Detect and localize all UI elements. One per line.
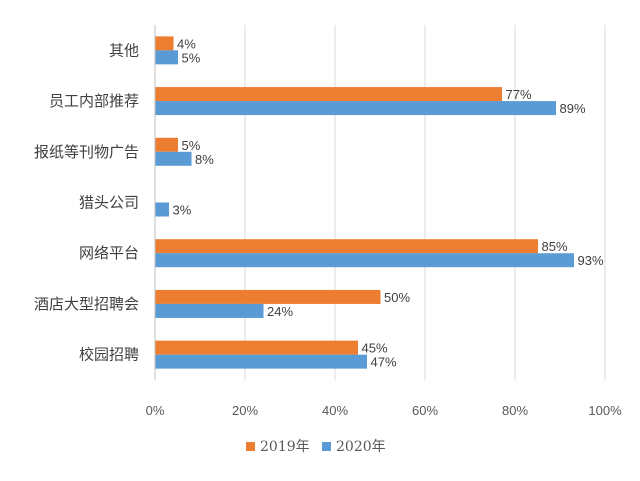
bar-2019年-员工内部推荐: [155, 87, 502, 102]
category-label: 其他: [109, 41, 139, 59]
category-label: 酒店大型招聘会: [34, 295, 139, 313]
data-label: 47%: [371, 355, 397, 370]
x-tick-label: 20%: [232, 403, 258, 418]
bar-2019年-酒店大型招聘会: [155, 289, 381, 304]
category-label: 猎头公司: [79, 194, 139, 212]
bar-2020年-猎头公司: [155, 202, 169, 217]
bar-2020年-员工内部推荐: [155, 101, 556, 116]
data-label: 45%: [362, 341, 388, 356]
data-label: 5%: [182, 50, 201, 65]
data-label: 8%: [195, 152, 214, 167]
data-label: 50%: [384, 290, 410, 305]
legend-label: 2020年: [336, 439, 386, 455]
x-tick-label: 80%: [502, 403, 528, 418]
x-tick-label: 0%: [146, 403, 165, 418]
data-label: 4%: [177, 36, 196, 51]
data-label: 24%: [267, 304, 293, 319]
x-tick-label: 60%: [412, 403, 438, 418]
category-label: 员工内部推荐: [49, 92, 139, 110]
x-tick-label: 100%: [588, 403, 622, 418]
bar-2020年-其他: [155, 50, 178, 65]
category-label: 网络平台: [79, 244, 139, 262]
legend-swatch-2019年: [246, 442, 255, 451]
bar-2020年-报纸等刊物广告: [155, 151, 192, 166]
bar-2020年-网络平台: [155, 253, 574, 268]
legend-swatch-2020年: [322, 442, 331, 451]
legend-label: 2019年: [260, 439, 310, 455]
bar-2020年-校园招聘: [155, 354, 367, 369]
data-label: 5%: [182, 138, 201, 153]
x-tick-label: 40%: [322, 403, 348, 418]
bar-2019年-其他: [155, 36, 174, 51]
category-label: 校园招聘: [79, 346, 139, 364]
legend: 2019年 2020年: [246, 439, 386, 455]
category-label: 报纸等刊物广告: [34, 143, 139, 161]
data-label: 85%: [542, 239, 568, 254]
data-label: 3%: [173, 203, 192, 218]
bar-2019年-报纸等刊物广告: [155, 137, 178, 152]
data-label: 93%: [578, 253, 604, 268]
bar-2020年-酒店大型招聘会: [155, 303, 264, 318]
gridlines: [154, 25, 606, 380]
data-label: 77%: [506, 87, 532, 102]
labels: 0% 20% 40% 60% 80% 100%其他 4%5%员工内部推荐 77%89%报纸等刊…: [34, 36, 622, 418]
bar-2019年-校园招聘: [155, 340, 358, 355]
bars: [155, 36, 574, 369]
bar-2019年-网络平台: [155, 239, 538, 254]
data-label: 89%: [560, 101, 586, 116]
